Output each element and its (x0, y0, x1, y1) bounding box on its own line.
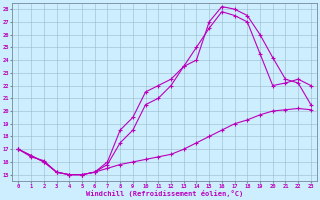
X-axis label: Windchill (Refroidissement éolien,°C): Windchill (Refroidissement éolien,°C) (86, 190, 243, 197)
